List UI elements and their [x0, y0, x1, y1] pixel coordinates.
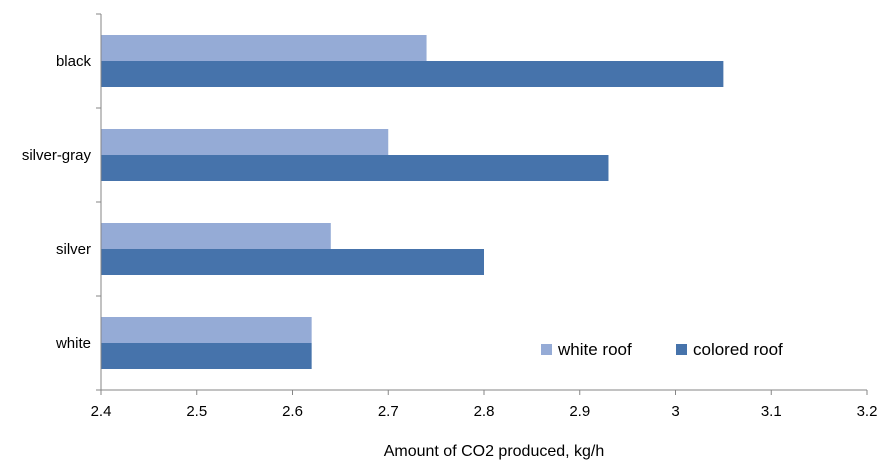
- legend-entry: colored roof: [693, 340, 783, 359]
- category-label: black: [56, 53, 92, 70]
- x-tick-label: 2.4: [91, 403, 112, 420]
- legend-swatch: [676, 344, 687, 355]
- category-labels-group: black silver-gray silver white: [22, 53, 92, 352]
- bar-silver-gray-colored-roof: [101, 155, 609, 181]
- category-label: silver: [56, 241, 91, 258]
- x-tick-label: 2.6: [282, 403, 303, 420]
- bar-silver-gray-white-roof: [101, 129, 389, 155]
- bar-black-white-roof: [101, 35, 427, 61]
- x-tick-label: 2.8: [474, 403, 495, 420]
- bar-silver-white-roof: [101, 223, 331, 249]
- x-tick-label: 3.1: [761, 403, 782, 420]
- legend-entry: white roof: [557, 340, 632, 359]
- ticks-group: 2.4 2.5 2.6 2.7 2.8 2.9 3 3.1 3.2: [91, 13, 878, 420]
- x-tick-label: 3: [671, 403, 679, 420]
- bar-white-colored-roof: [101, 343, 312, 369]
- bar-black-colored-roof: [101, 61, 724, 87]
- x-axis-label: Amount of CO2 produced, kg/h: [384, 443, 605, 460]
- category-label: silver-gray: [22, 147, 92, 164]
- bar-white-white-roof: [101, 317, 312, 343]
- x-tick-label: 2.5: [186, 403, 207, 420]
- legend-swatch: [541, 344, 552, 355]
- bars-group: [101, 35, 724, 369]
- x-tick-label: 3.2: [857, 403, 878, 420]
- x-tick-label: 2.7: [378, 403, 399, 420]
- bar-silver-colored-roof: [101, 249, 484, 275]
- legend: white roof colored roof: [541, 340, 783, 359]
- x-tick-label: 2.9: [569, 403, 590, 420]
- category-label: white: [55, 335, 91, 352]
